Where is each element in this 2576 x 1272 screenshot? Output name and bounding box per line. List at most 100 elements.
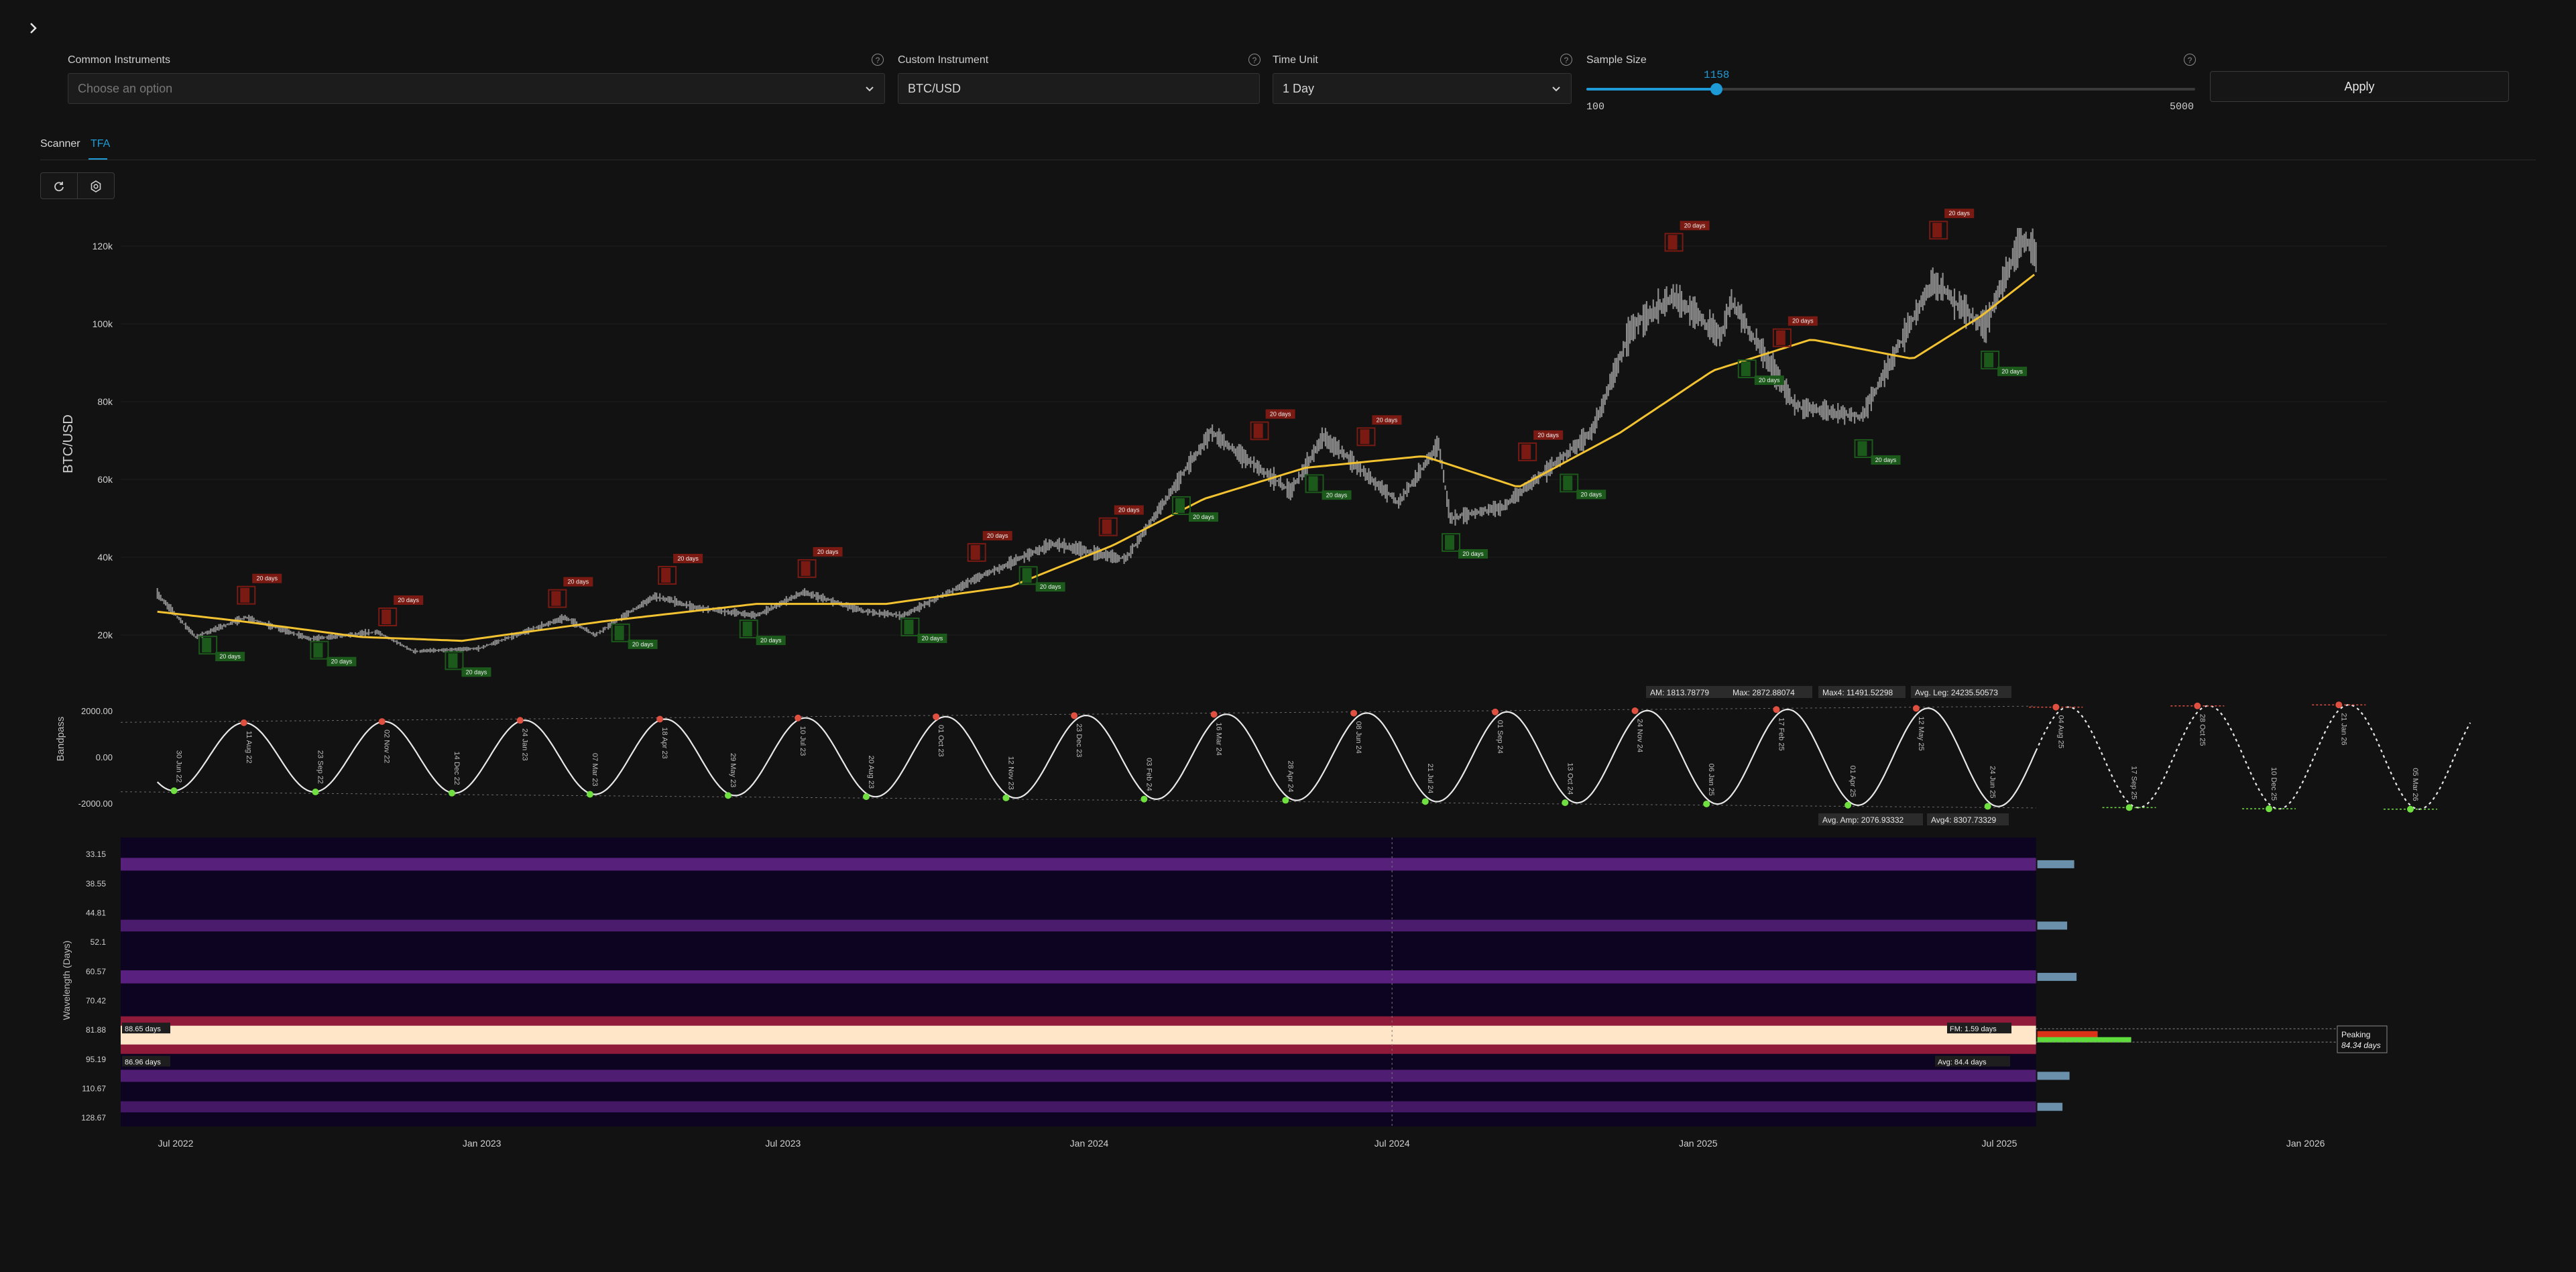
spectrogram-band	[121, 1069, 2036, 1082]
bandpass-peak-dot	[378, 718, 386, 726]
bandpass-date-label: 07 Mar 23	[591, 753, 599, 787]
wavelength-tick-label: 110.67	[82, 1084, 106, 1093]
bandpass-peak-dot	[1210, 711, 1218, 718]
bandpass-date-label: 17 Sep 25	[2130, 766, 2138, 799]
trough-marker-tag	[904, 619, 914, 634]
custom-instrument-help-icon[interactable]: ?	[1248, 54, 1261, 66]
apply-button[interactable]: Apply	[2210, 71, 2509, 102]
bandpass-peak-dot	[516, 717, 524, 724]
bandpass-peak-dot	[1912, 705, 1920, 712]
marker-label-bg	[1680, 221, 1710, 231]
bandpass-forecast	[2035, 704, 2471, 810]
time-unit-select[interactable]: 1 Day	[1273, 73, 1572, 104]
trough-marker-box	[1560, 473, 1579, 493]
bandpass-trough-dot	[1282, 797, 1289, 804]
bandpass-date-label: 05 Mar 26	[2411, 768, 2419, 801]
marker-label-bg	[756, 636, 786, 646]
price-tick-label: 80k	[97, 396, 113, 407]
peak-marker-tag	[1360, 429, 1370, 445]
spectrogram-band	[121, 858, 2036, 871]
bandpass-date-label: 28 Apr 24	[1286, 760, 1294, 792]
trough-marker-tag	[1741, 361, 1751, 377]
sample-size-track[interactable]	[1586, 88, 2195, 91]
peak-marker-label: 20 days	[1792, 318, 1814, 325]
stats-am: AM: 1813.78779	[1650, 688, 1709, 697]
trough-marker-label: 20 days	[466, 669, 487, 675]
peak-marker-box	[1772, 328, 1792, 347]
sample-size-value: 1158	[1704, 69, 1730, 81]
marker-label-bg	[1788, 316, 1818, 326]
bandpass-date-label: 28 Oct 25	[2198, 714, 2206, 746]
bandpass-trough-dot	[170, 787, 178, 795]
bandpass-peak-dot	[2194, 702, 2201, 709]
peak-marker-box	[967, 542, 986, 562]
tab-tfa[interactable]: TFA	[91, 138, 111, 150]
marker-label-bg	[1754, 375, 1784, 386]
peak-marker-label: 20 days	[817, 548, 839, 555]
marker-label-bg	[1265, 409, 1295, 419]
refresh-button[interactable]	[40, 172, 78, 199]
bandpass-peak-dot	[1773, 706, 1780, 713]
peaking-title: Peaking	[2341, 1030, 2370, 1039]
stats-chip	[1911, 686, 2011, 698]
stats-chip	[1927, 813, 2009, 825]
peaking-box	[2337, 1025, 2388, 1053]
wavelength-axis-title: Wavelength (Days)	[61, 941, 72, 1021]
tab-active-indicator	[89, 158, 107, 160]
marker-label-bg	[628, 639, 658, 649]
bandpass-peak-dot	[656, 715, 664, 723]
trough-marker-box	[1981, 350, 2000, 369]
bandpass-peak-dot	[1350, 709, 1358, 717]
trough-marker-label: 20 days	[1759, 377, 1780, 384]
stats-max4: Max4: 11491.52298	[1822, 688, 1893, 697]
trough-marker-tag	[1984, 352, 1994, 367]
peak-marker-box	[1664, 233, 1684, 252]
stats-chip	[1646, 686, 1730, 698]
sample-size-handle[interactable]	[1710, 83, 1722, 95]
trough-marker-tag	[448, 653, 458, 669]
bandpass-date-label: 08 Jun 24	[1354, 721, 1362, 754]
peak-marker-tag	[1253, 423, 1263, 439]
bandpass-date-label: 01 Sep 24	[1496, 720, 1504, 754]
x-axis-label: Jul 2023	[765, 1138, 801, 1149]
wavelength-tick-label: 128.67	[81, 1113, 106, 1122]
trough-marker-tag	[1175, 498, 1185, 514]
tab-scanner[interactable]: Scanner	[40, 138, 80, 150]
trough-marker-tag	[742, 622, 752, 637]
trough-marker-box	[198, 636, 218, 655]
peak-marker-tag	[801, 561, 811, 576]
settings-button[interactable]	[77, 172, 115, 199]
marker-label-bg	[1188, 512, 1218, 522]
time-unit-help-icon[interactable]: ?	[1560, 54, 1572, 66]
sample-size-help-icon[interactable]: ?	[2184, 54, 2196, 66]
bandpass-date-label: 01 Apr 25	[1849, 766, 1857, 797]
refresh-icon	[54, 182, 64, 192]
trough-marker-label: 20 days	[219, 653, 241, 660]
expand-sidebar-icon[interactable]	[25, 20, 42, 36]
common-instruments-help-icon[interactable]: ?	[872, 54, 884, 66]
marker-label-bg	[813, 546, 843, 557]
bandpass-peak-dot	[1631, 707, 1639, 714]
x-axis-label: Jul 2025	[1982, 1138, 2017, 1149]
bandpass-trough-dot	[312, 789, 319, 796]
bandpass-trough-dot	[862, 793, 870, 801]
bandpass-date-label: 03 Feb 24	[1145, 758, 1153, 791]
wavelength-tick-label: 44.81	[86, 908, 106, 917]
common-instruments-label: Common Instruments	[68, 54, 170, 66]
stats-max: Max: 2872.88074	[1733, 688, 1795, 697]
trough-marker-tag	[202, 638, 212, 653]
peak-marker-tag	[1667, 235, 1678, 250]
bandpass-date-label: 23 Sep 22	[316, 750, 324, 784]
trough-marker-label: 20 days	[1040, 583, 1061, 590]
peak-marker-tag	[1775, 330, 1785, 345]
marker-label-bg	[982, 530, 1012, 540]
custom-instrument-input[interactable]: BTC/USD	[898, 73, 1260, 104]
bandpass-wave	[156, 707, 2037, 807]
bandpass-peak-dot	[240, 719, 247, 726]
x-axis-label: Jan 2024	[1070, 1138, 1109, 1149]
trough-marker-tag	[1022, 568, 1032, 583]
bandpass-date-label: 04 Aug 25	[2056, 715, 2064, 749]
peak-marker-box	[548, 589, 567, 608]
common-instruments-select[interactable]: Choose an option	[68, 73, 885, 104]
